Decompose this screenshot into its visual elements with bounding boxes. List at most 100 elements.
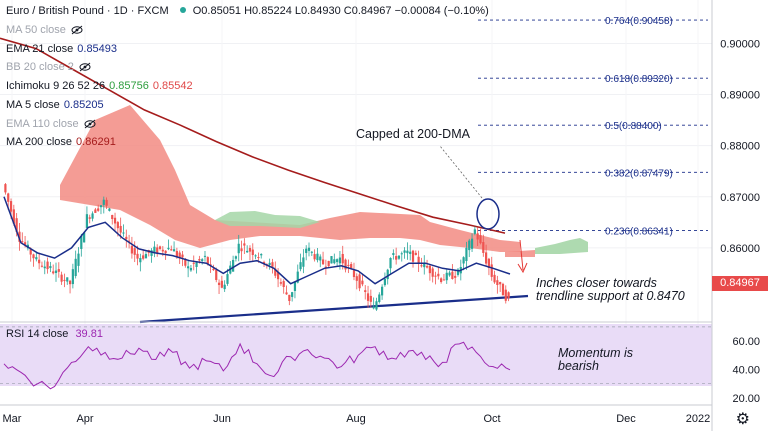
candle-body <box>414 252 417 255</box>
candle-body <box>411 250 415 262</box>
candle-body <box>94 209 97 213</box>
rsi-tick-label: 20.00 <box>732 393 760 405</box>
candle-body <box>507 292 510 299</box>
candle-body <box>91 213 94 219</box>
fib-levels: 0.764(0.90458) 0.618(0.89320) 0.5(0.88400)… <box>478 16 708 237</box>
price-axis[interactable]: 0.90000 0.89000 0.88000 0.87000 0.86000 <box>720 38 760 254</box>
candle-body <box>437 273 440 277</box>
rsi-legend[interactable]: RSI 14 close 39.81 <box>6 328 103 340</box>
rsi-axis[interactable]: 60.00 40.00 20.00 <box>732 336 760 405</box>
eye-hidden-icon[interactable] <box>84 119 96 129</box>
indicator-label: MA 5 close <box>6 98 60 111</box>
candle-body <box>153 246 156 254</box>
candle-body <box>355 276 358 281</box>
rsi-label: RSI 14 close <box>6 328 69 340</box>
candle-body <box>395 256 398 260</box>
candle-body <box>434 275 437 277</box>
candle-body <box>57 269 60 272</box>
candle-body <box>46 261 49 270</box>
indicator-value-2: 0.85542 <box>152 80 193 93</box>
candle-body <box>142 255 145 259</box>
time-tick-label: Apr <box>76 413 93 425</box>
candle-body <box>254 255 257 257</box>
ichimoku-cloud <box>60 105 588 257</box>
annotation-momentum-2: bearish <box>558 359 599 373</box>
indicator-ma-200-close[interactable]: MA 200 close 0.86291 <box>6 135 116 149</box>
candle-body <box>201 259 204 261</box>
candle-body <box>215 269 218 280</box>
candle-body <box>7 193 10 202</box>
candle-body <box>122 232 125 234</box>
symbol-title[interactable]: Euro / British Pound · 1D · FXCM <box>6 5 169 17</box>
candle-body <box>158 246 162 249</box>
candle-body <box>192 262 195 264</box>
candle-body <box>234 256 238 259</box>
candle-body <box>296 271 299 283</box>
candle-body <box>189 267 193 271</box>
candle-body <box>440 278 443 283</box>
candle-body <box>257 257 260 259</box>
candle-body <box>420 265 423 267</box>
indicator-ma-50-close[interactable]: MA 50 close <box>6 23 83 37</box>
candle-body <box>52 271 55 274</box>
fib-label: 0.382(0.87479) <box>605 168 673 179</box>
indicator-label: MA 50 close <box>6 24 66 36</box>
candle-body <box>71 269 74 285</box>
candle-body <box>116 222 119 229</box>
candle-body <box>74 258 77 277</box>
time-axis[interactable]: Mar Apr Jun Aug Oct Dec 2022 <box>3 413 711 425</box>
gear-icon[interactable]: ⚙ <box>735 411 750 428</box>
annotation-support-2: trendline support at 0.8470 <box>536 289 685 303</box>
candle-body <box>288 294 291 301</box>
candle-body <box>271 262 274 267</box>
trendline-support <box>139 294 529 324</box>
candle-body <box>330 256 333 264</box>
candle-body <box>285 292 288 295</box>
time-tick-label: Dec <box>616 413 636 425</box>
candle-body <box>465 247 468 262</box>
candle-body <box>499 282 502 285</box>
symbol-header[interactable]: Euro / British Pound · 1D · FXCM O0.8505… <box>6 4 489 18</box>
indicator-value: 0.85756 <box>109 80 149 93</box>
last-price-tag: 0.84967 <box>712 276 768 291</box>
candle-body <box>43 266 46 269</box>
cloud-red-area <box>60 105 520 252</box>
candle-body <box>406 250 409 254</box>
eye-hidden-icon[interactable] <box>71 25 83 35</box>
candle-body <box>21 241 24 243</box>
candle-body <box>347 264 350 266</box>
indicator-ma-5-close[interactable]: MA 5 close 0.85205 <box>6 98 104 112</box>
annotation-capped: Capped at 200-DMA <box>356 127 471 141</box>
candle-body <box>386 269 389 280</box>
indicator-ema-110-close[interactable]: EMA 110 close <box>6 117 96 131</box>
candle-body <box>378 294 381 302</box>
candle-body <box>344 259 347 270</box>
candle-body <box>268 262 271 265</box>
rsi-grid <box>0 326 712 385</box>
candle-body <box>282 281 285 288</box>
candle-body <box>99 205 103 208</box>
candle-body <box>35 257 38 260</box>
fib-label: 0.618(0.89320) <box>605 74 673 85</box>
candle-body <box>293 281 297 292</box>
candle-body <box>63 279 66 281</box>
candle-body <box>9 201 13 212</box>
candle-body <box>248 247 252 252</box>
candles <box>4 183 510 311</box>
candle-body <box>237 243 240 254</box>
indicator-ichimoku-9-26-52-26[interactable]: Ichimoku 9 26 52 26 0.85756 0.85542 <box>6 79 193 93</box>
candle-body <box>350 264 353 269</box>
candle-body <box>448 272 451 276</box>
indicator-label: EMA 21 close <box>6 42 74 55</box>
time-tick-label: 2022 <box>686 413 710 425</box>
eye-hidden-icon[interactable] <box>79 62 91 72</box>
candle-body <box>178 252 181 259</box>
candle-body <box>108 208 111 211</box>
cloud-green-area <box>215 211 320 228</box>
candle-body <box>504 289 507 301</box>
indicator-bb-20-close-2[interactable]: BB 20 close 2 <box>6 60 91 74</box>
indicator-ema-21-close[interactable]: EMA 21 close 0.85493 <box>6 42 117 56</box>
candle-body <box>212 268 215 271</box>
candle-body <box>274 268 277 276</box>
